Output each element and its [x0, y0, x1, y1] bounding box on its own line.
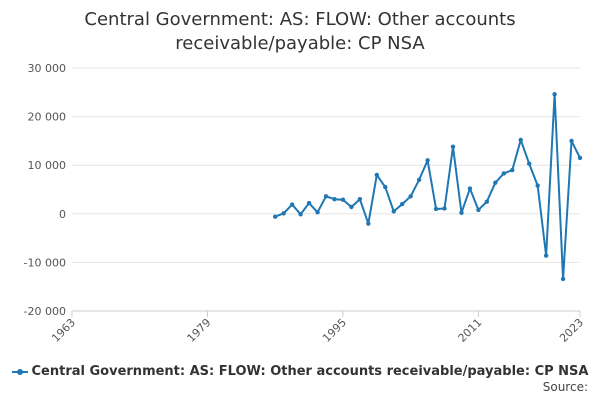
- legend[interactable]: Central Government: AS: FLOW: Other acco…: [0, 364, 600, 379]
- data-point[interactable]: [273, 214, 278, 219]
- data-point[interactable]: [323, 194, 329, 199]
- data-point[interactable]: [340, 197, 346, 202]
- data-point[interactable]: [484, 199, 490, 204]
- y-axis-ticks: 30 000 20 000 10 000 0 -10 000 -20 000: [24, 62, 66, 318]
- data-point[interactable]: [383, 184, 388, 190]
- data-point[interactable]: [577, 155, 583, 161]
- source-label: Source:: [542, 380, 588, 394]
- y-tick-label: 10 000: [28, 159, 67, 172]
- data-point[interactable]: [332, 197, 337, 202]
- y-tick-label: 30 000: [28, 62, 67, 75]
- data-point[interactable]: [501, 171, 506, 176]
- x-tick-label: 1963: [49, 316, 78, 345]
- x-tick-label: 2023: [557, 316, 586, 345]
- data-point[interactable]: [366, 221, 371, 226]
- series-group: [273, 92, 583, 282]
- data-point[interactable]: [298, 212, 303, 217]
- x-axis: 1963 1979 1995 2011 2023: [49, 310, 586, 345]
- data-point[interactable]: [349, 204, 354, 210]
- y-tick-label: -10 000: [24, 256, 66, 269]
- data-point[interactable]: [569, 138, 574, 144]
- data-point[interactable]: [493, 180, 498, 185]
- data-point[interactable]: [357, 197, 363, 202]
- data-point[interactable]: [315, 210, 320, 215]
- y-tick-label: -20 000: [24, 305, 66, 318]
- data-point[interactable]: [510, 167, 515, 173]
- data-point[interactable]: [408, 194, 413, 199]
- data-point[interactable]: [289, 202, 295, 207]
- chart-title: Central Government: AS: FLOW: Other acco…: [84, 9, 516, 54]
- data-point[interactable]: [543, 253, 549, 258]
- data-point[interactable]: [459, 210, 464, 216]
- x-tick-label: 1979: [185, 316, 214, 345]
- data-point[interactable]: [374, 172, 379, 178]
- data-point[interactable]: [552, 92, 557, 97]
- data-point[interactable]: [535, 183, 540, 188]
- legend-label: Central Government: AS: FLOW: Other acco…: [31, 364, 589, 379]
- y-tick-label: 20 000: [28, 111, 67, 124]
- data-point[interactable]: [281, 211, 286, 216]
- x-tick-label: 2011: [456, 316, 485, 345]
- y-tick-label: 0: [59, 208, 66, 221]
- data-point[interactable]: [416, 177, 422, 182]
- data-point[interactable]: [425, 158, 430, 163]
- series-line: [274, 93, 581, 280]
- data-point[interactable]: [518, 137, 523, 143]
- data-point[interactable]: [391, 209, 396, 214]
- data-point[interactable]: [467, 186, 473, 191]
- data-point[interactable]: [442, 206, 447, 211]
- x-tick-label: 1995: [320, 316, 349, 345]
- legend-swatch-icon: [11, 367, 28, 377]
- data-point[interactable]: [433, 206, 439, 212]
- gridlines: [72, 67, 580, 312]
- data-point[interactable]: [527, 161, 532, 166]
- data-point[interactable]: [450, 144, 456, 149]
- data-point[interactable]: [306, 200, 312, 206]
- data-point[interactable]: [400, 201, 405, 207]
- data-point[interactable]: [560, 276, 566, 282]
- data-point[interactable]: [476, 207, 481, 213]
